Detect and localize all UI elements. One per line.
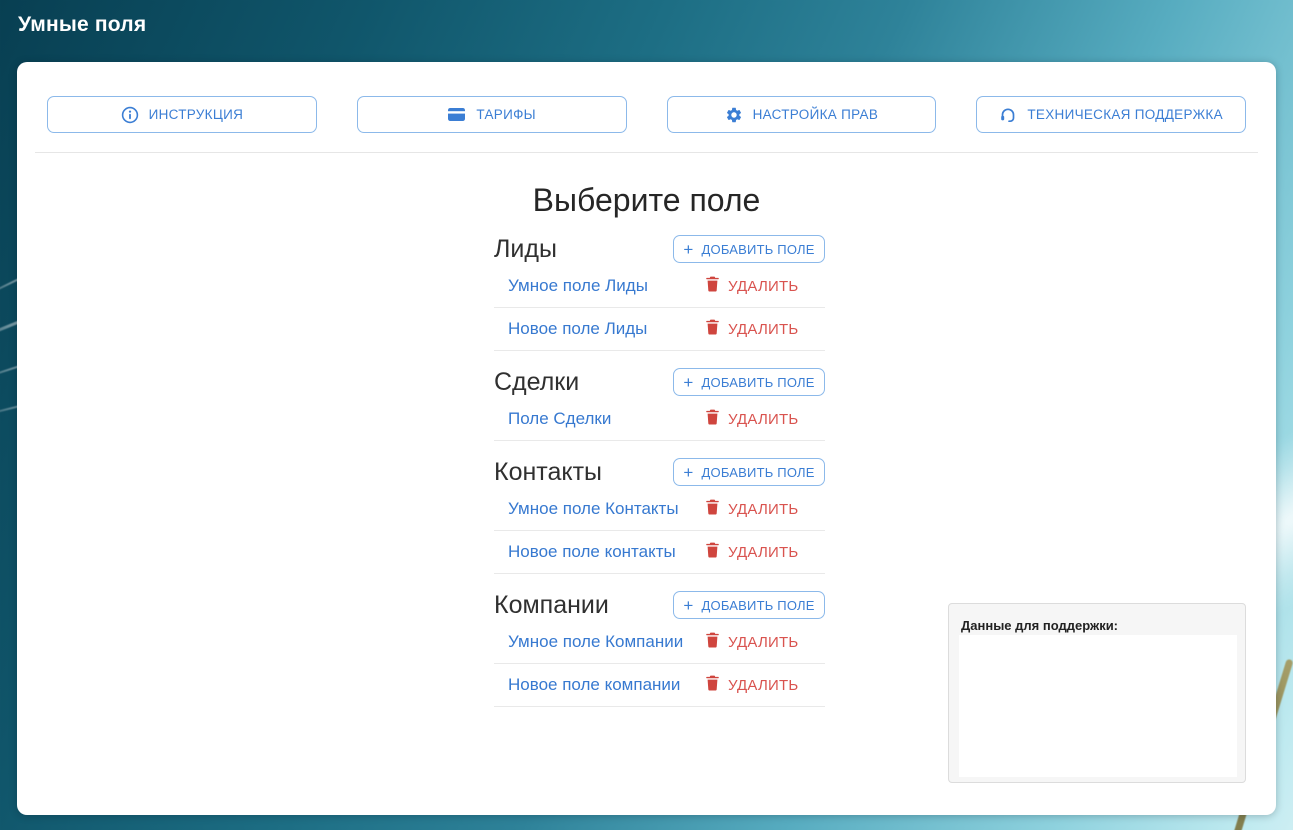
- delete-field-button-label: УДАЛИТЬ: [728, 277, 799, 295]
- tariffs-button[interactable]: ТАРИФЫ: [356, 96, 627, 133]
- section-header: Лиды + ДОБАВИТЬ ПОЛЕ: [494, 234, 825, 264]
- sections-list: Лиды + ДОБАВИТЬ ПОЛЕ Умное поле Лиды УДА…: [494, 234, 825, 707]
- plus-icon: +: [683, 372, 694, 392]
- instruction-button-label: ИНСТРУКЦИЯ: [148, 107, 244, 122]
- section-title: Лиды: [494, 234, 557, 263]
- info-icon: [121, 106, 139, 124]
- toolbar: ИНСТРУКЦИЯ ТАРИФЫ НАСТРОЙКА ПРАВ ТЕХНИЧЕ…: [17, 62, 1276, 133]
- section-title: Компании: [494, 590, 609, 619]
- delete-field-button-label: УДАЛИТЬ: [728, 410, 799, 428]
- add-field-button[interactable]: + ДОБАВИТЬ ПОЛЕ: [673, 458, 825, 486]
- trash-icon: [706, 319, 719, 339]
- delete-field-button[interactable]: УДАЛИТЬ: [706, 499, 798, 519]
- add-field-button[interactable]: + ДОБАВИТЬ ПОЛЕ: [673, 368, 825, 396]
- trash-icon: [706, 542, 719, 562]
- field-link[interactable]: Умное поле Контакты: [508, 499, 679, 518]
- toolbar-divider: [35, 152, 1258, 153]
- add-field-button[interactable]: + ДОБАВИТЬ ПОЛЕ: [673, 235, 825, 263]
- field-row: Новое поле компании УДАЛИТЬ: [494, 664, 825, 707]
- delete-field-button[interactable]: УДАЛИТЬ: [706, 319, 798, 339]
- section-rows: Умное поле Контакты УДАЛИТЬ Новое поле к…: [494, 488, 825, 574]
- section-header: Компании + ДОБАВИТЬ ПОЛЕ: [494, 590, 825, 620]
- main-card: ИНСТРУКЦИЯ ТАРИФЫ НАСТРОЙКА ПРАВ ТЕХНИЧЕ…: [17, 62, 1276, 815]
- trash-icon: [706, 675, 719, 695]
- trash-icon: [706, 409, 719, 429]
- add-field-button-label: ДОБАВИТЬ ПОЛЕ: [701, 597, 815, 613]
- trash-icon: [706, 276, 719, 296]
- delete-field-button[interactable]: УДАЛИТЬ: [706, 276, 798, 296]
- field-row: Новое поле контакты УДАЛИТЬ: [494, 531, 825, 574]
- field-link[interactable]: Новое поле компании: [508, 675, 681, 694]
- choose-field-heading: Выберите поле: [532, 182, 761, 218]
- instruction-button[interactable]: ИНСТРУКЦИЯ: [47, 96, 317, 133]
- section-title: Контакты: [494, 457, 602, 486]
- section-rows: Умное поле Компании УДАЛИТЬ Новое поле к…: [494, 621, 825, 707]
- delete-field-button[interactable]: УДАЛИТЬ: [706, 675, 798, 695]
- field-row: Умное поле Компании УДАЛИТЬ: [494, 621, 825, 664]
- field-link[interactable]: Новое поле Лиды: [508, 319, 648, 338]
- field-section: Компании + ДОБАВИТЬ ПОЛЕ Умное поле Комп…: [494, 590, 825, 707]
- support-button-label: ТЕХНИЧЕСКАЯ ПОДДЕРЖКА: [1027, 107, 1223, 122]
- field-link[interactable]: Поле Сделки: [508, 409, 612, 428]
- section-rows: Поле Сделки УДАЛИТЬ: [494, 398, 825, 441]
- delete-field-button-label: УДАЛИТЬ: [728, 633, 799, 651]
- card-icon: [447, 107, 466, 122]
- field-row: Поле Сделки УДАЛИТЬ: [494, 398, 825, 441]
- field-section: Контакты + ДОБАВИТЬ ПОЛЕ Умное поле Конт…: [494, 457, 825, 574]
- plus-icon: +: [683, 239, 694, 259]
- support-data-box: Данные для поддержки:: [948, 603, 1246, 783]
- delete-field-button[interactable]: УДАЛИТЬ: [706, 542, 798, 562]
- support-button[interactable]: ТЕХНИЧЕСКАЯ ПОДДЕРЖКА: [976, 96, 1246, 133]
- gear-icon: [725, 106, 743, 124]
- section-title: Сделки: [494, 367, 580, 396]
- add-field-button-label: ДОБАВИТЬ ПОЛЕ: [701, 241, 815, 257]
- support-data-field[interactable]: [959, 635, 1237, 777]
- delete-field-button-label: УДАЛИТЬ: [728, 543, 799, 561]
- field-link[interactable]: Умное поле Лиды: [508, 276, 648, 295]
- trash-icon: [706, 632, 719, 652]
- field-row: Умное поле Контакты УДАЛИТЬ: [494, 488, 825, 531]
- section-header: Сделки + ДОБАВИТЬ ПОЛЕ: [494, 367, 825, 397]
- add-field-button-label: ДОБАВИТЬ ПОЛЕ: [701, 464, 815, 480]
- delete-field-button-label: УДАЛИТЬ: [728, 500, 799, 518]
- permissions-button[interactable]: НАСТРОЙКА ПРАВ: [666, 96, 937, 133]
- plus-icon: +: [683, 462, 694, 482]
- permissions-button-label: НАСТРОЙКА ПРАВ: [752, 107, 879, 122]
- plus-icon: +: [683, 595, 694, 615]
- delete-field-button-label: УДАЛИТЬ: [728, 320, 799, 338]
- field-row: Умное поле Лиды УДАЛИТЬ: [494, 265, 825, 308]
- support-data-label: Данные для поддержки:: [961, 618, 1119, 633]
- section-rows: Умное поле Лиды УДАЛИТЬ Новое поле Лиды …: [494, 265, 825, 351]
- field-section: Лиды + ДОБАВИТЬ ПОЛЕ Умное поле Лиды УДА…: [494, 234, 825, 351]
- trash-icon: [706, 499, 719, 519]
- headset-icon: [999, 106, 1017, 124]
- tariffs-button-label: ТАРИФЫ: [476, 107, 536, 122]
- delete-field-button[interactable]: УДАЛИТЬ: [706, 632, 798, 652]
- delete-field-button-label: УДАЛИТЬ: [728, 676, 799, 694]
- field-section: Сделки + ДОБАВИТЬ ПОЛЕ Поле Сделки УДАЛИ…: [494, 367, 825, 441]
- field-row: Новое поле Лиды УДАЛИТЬ: [494, 308, 825, 351]
- add-field-button-label: ДОБАВИТЬ ПОЛЕ: [701, 374, 815, 390]
- add-field-button[interactable]: + ДОБАВИТЬ ПОЛЕ: [673, 591, 825, 619]
- section-header: Контакты + ДОБАВИТЬ ПОЛЕ: [494, 457, 825, 487]
- field-link[interactable]: Новое поле контакты: [508, 542, 676, 561]
- delete-field-button[interactable]: УДАЛИТЬ: [706, 409, 798, 429]
- page-title: Умные поля: [18, 13, 147, 36]
- field-link[interactable]: Умное поле Компании: [508, 632, 684, 651]
